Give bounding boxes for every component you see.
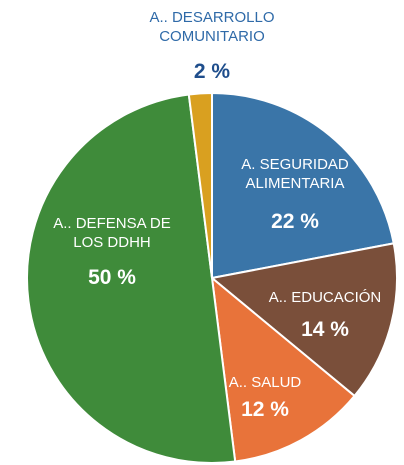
value-label: 12 % (241, 398, 289, 421)
value-label: 2 % (193, 60, 231, 83)
value-label: 14 % (301, 318, 349, 341)
slice-label: A.. EDUCACIÓN (268, 289, 382, 306)
value-label: 22 % (271, 210, 319, 233)
value-label: 50 % (88, 266, 136, 289)
pie-slice (209, 242, 398, 398)
pie-slice (210, 275, 356, 463)
slice-label: A.. SALUD (228, 374, 302, 391)
pie-slice (211, 91, 395, 280)
slice-label: A.. DEFENSA DE LOS DDHH (53, 215, 171, 251)
slice-label: A. SEGURIDAD ALIMENTARIA (241, 156, 349, 192)
slice-label: A.. DESARROLLO COMUNITARIO (149, 9, 275, 45)
pie-slice (187, 91, 213, 279)
pie-slice (26, 93, 237, 464)
